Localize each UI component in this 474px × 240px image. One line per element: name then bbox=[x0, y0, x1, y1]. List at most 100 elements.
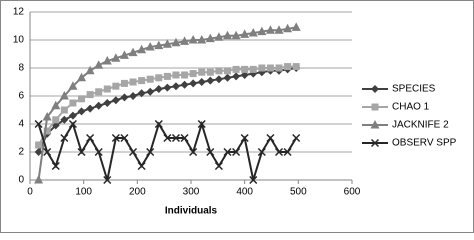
marker bbox=[265, 25, 275, 34]
marker bbox=[171, 82, 180, 91]
marker bbox=[240, 71, 249, 79]
marker bbox=[154, 119, 163, 129]
x-tick-label: 600 bbox=[344, 187, 361, 198]
marker bbox=[248, 28, 258, 37]
marker bbox=[120, 93, 129, 102]
marker bbox=[120, 79, 128, 87]
marker bbox=[189, 147, 198, 157]
marker bbox=[94, 147, 103, 157]
marker bbox=[162, 39, 172, 48]
legend-label: JACKNIFE 2 bbox=[392, 120, 449, 131]
legend-marker bbox=[371, 85, 379, 93]
marker bbox=[34, 175, 44, 184]
marker bbox=[180, 133, 189, 143]
marker bbox=[266, 133, 275, 143]
marker bbox=[42, 112, 52, 121]
x-tick-label: 400 bbox=[236, 187, 253, 198]
marker bbox=[137, 89, 146, 98]
marker bbox=[283, 147, 292, 157]
marker bbox=[205, 33, 215, 43]
marker bbox=[128, 47, 138, 57]
legend-label: SPECIES bbox=[392, 84, 436, 95]
marker bbox=[154, 85, 163, 93]
marker bbox=[163, 72, 171, 80]
legend-label: CHAO 1 bbox=[392, 102, 430, 113]
marker bbox=[154, 40, 164, 50]
x-axis-label: Individuals bbox=[165, 206, 218, 217]
marker bbox=[77, 107, 86, 116]
marker bbox=[129, 92, 138, 100]
marker bbox=[86, 133, 95, 143]
x-tick-label: 500 bbox=[290, 187, 307, 198]
marker bbox=[283, 23, 293, 33]
marker bbox=[206, 76, 215, 85]
marker bbox=[69, 99, 77, 107]
marker bbox=[60, 106, 68, 114]
chart: Individuals 0 2 4 6 8 10 12 0 100 200 300 400 500 600… bbox=[0, 0, 474, 233]
marker bbox=[111, 96, 120, 105]
marker bbox=[163, 83, 172, 92]
marker bbox=[78, 95, 86, 103]
marker bbox=[223, 73, 232, 82]
marker bbox=[232, 72, 241, 81]
marker bbox=[258, 64, 266, 72]
marker bbox=[129, 147, 138, 157]
x-tick-label: 300 bbox=[183, 187, 200, 198]
marker bbox=[86, 91, 94, 99]
marker bbox=[111, 133, 120, 143]
marker bbox=[257, 147, 266, 157]
marker bbox=[59, 91, 69, 100]
marker bbox=[249, 65, 257, 73]
marker bbox=[292, 133, 301, 143]
marker bbox=[146, 75, 154, 83]
marker bbox=[103, 99, 112, 107]
marker bbox=[60, 115, 69, 124]
marker bbox=[249, 175, 258, 185]
marker bbox=[95, 88, 103, 96]
marker bbox=[284, 63, 292, 71]
marker bbox=[275, 64, 283, 72]
marker bbox=[188, 35, 198, 44]
marker bbox=[206, 147, 215, 157]
marker bbox=[223, 67, 231, 75]
marker bbox=[103, 85, 111, 93]
marker bbox=[189, 70, 197, 78]
x-tick-label: 0 bbox=[27, 187, 33, 198]
y-tick-label: 8 bbox=[18, 63, 24, 74]
marker bbox=[86, 104, 95, 113]
marker bbox=[129, 78, 137, 86]
marker bbox=[171, 37, 181, 47]
marker bbox=[214, 32, 224, 41]
marker bbox=[34, 119, 43, 129]
marker bbox=[240, 29, 250, 38]
marker bbox=[222, 30, 232, 40]
marker bbox=[214, 161, 223, 171]
marker bbox=[51, 161, 60, 171]
marker bbox=[232, 65, 240, 73]
marker bbox=[257, 26, 267, 36]
marker bbox=[146, 87, 155, 96]
marker bbox=[43, 147, 52, 157]
marker bbox=[52, 116, 60, 124]
x-tick-label: 100 bbox=[75, 187, 92, 198]
marker bbox=[146, 147, 155, 157]
y-tick-label: 0 bbox=[18, 175, 24, 186]
marker bbox=[240, 133, 249, 143]
legend-marker bbox=[371, 103, 379, 111]
marker bbox=[102, 56, 112, 65]
y-tick-label: 12 bbox=[13, 7, 25, 18]
marker bbox=[111, 53, 121, 62]
legend-marker bbox=[370, 138, 380, 148]
marker bbox=[197, 35, 207, 44]
marker bbox=[274, 147, 284, 157]
marker bbox=[120, 133, 129, 143]
marker bbox=[34, 148, 43, 156]
marker bbox=[68, 119, 77, 129]
marker bbox=[215, 67, 223, 75]
marker bbox=[189, 79, 198, 88]
marker bbox=[274, 25, 284, 34]
marker bbox=[112, 82, 120, 90]
marker bbox=[145, 42, 155, 51]
marker bbox=[137, 161, 146, 171]
marker bbox=[171, 133, 181, 143]
